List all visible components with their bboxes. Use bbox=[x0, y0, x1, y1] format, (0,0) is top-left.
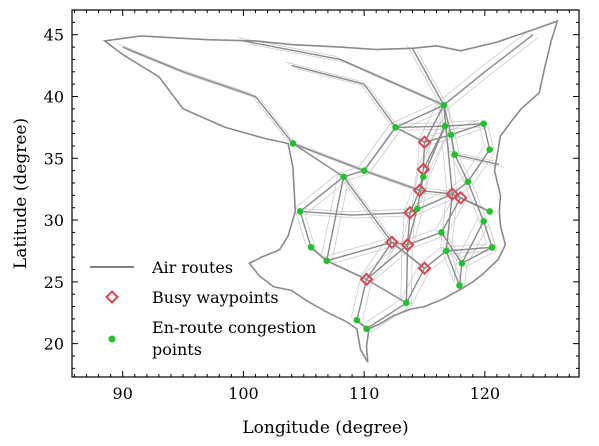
congestion-point-marker bbox=[447, 131, 455, 139]
air-route-faint bbox=[304, 126, 495, 215]
congestion-point-marker bbox=[441, 122, 449, 130]
air-route-faint bbox=[294, 207, 402, 300]
congestion-point-marker bbox=[353, 316, 361, 324]
air-route-faint bbox=[294, 120, 485, 209]
legend-swatch-congestion-points bbox=[108, 335, 116, 343]
congestion-point-marker bbox=[464, 178, 472, 186]
busy-waypoint-marker bbox=[384, 235, 399, 250]
air-route bbox=[454, 153, 500, 166]
busy-waypoint-marker bbox=[412, 183, 427, 198]
y-tick-label: 30 bbox=[44, 211, 64, 230]
y-tick-label: 40 bbox=[44, 87, 64, 106]
air-route-faint bbox=[304, 214, 412, 307]
air-route-faint bbox=[320, 173, 339, 258]
congestion-point-marker bbox=[456, 282, 463, 289]
legend-label-busy-waypoints: Busy waypoints bbox=[152, 288, 279, 307]
air-route bbox=[292, 142, 393, 321]
congestion-point-marker bbox=[458, 260, 466, 267]
y-tick-label: 25 bbox=[44, 273, 64, 292]
congestion-point-marker bbox=[289, 140, 297, 147]
congestion-point-marker bbox=[340, 173, 347, 181]
congestion-point-marker bbox=[486, 146, 493, 153]
air-route bbox=[122, 46, 294, 144]
y-axis-label: Latitude (degree) bbox=[11, 118, 31, 269]
tick-labels: 90 100 110 120 20 25 30 35 40 45 bbox=[44, 26, 500, 403]
air-route-faint bbox=[248, 43, 449, 109]
axis-ticks bbox=[72, 9, 579, 377]
congestion-point-marker bbox=[323, 257, 331, 265]
busy-waypoint-marker bbox=[403, 205, 417, 220]
air-route bbox=[411, 47, 461, 286]
air-route-faint bbox=[448, 37, 539, 109]
air-route-faint bbox=[296, 68, 401, 131]
congestion-point-marker bbox=[442, 247, 450, 255]
air-route-outline bbox=[102, 19, 559, 363]
busy-waypoint-marker bbox=[453, 190, 468, 205]
air-route-faint bbox=[287, 101, 439, 168]
air-route bbox=[440, 221, 493, 264]
y-tick-label: 20 bbox=[44, 335, 64, 354]
air-route-faint bbox=[297, 146, 398, 324]
congestion-point-marker bbox=[480, 120, 487, 127]
air-route-faint bbox=[331, 179, 349, 264]
air-route bbox=[356, 267, 426, 330]
busy-waypoint-marker bbox=[359, 272, 374, 287]
air-route-faint bbox=[360, 122, 440, 277]
air-routes-network bbox=[102, 19, 559, 363]
x-tick-label: 100 bbox=[228, 384, 259, 403]
legend-label-congestion-line1: En-route congestion bbox=[152, 318, 316, 337]
y-tick-label: 35 bbox=[44, 149, 64, 168]
legend-label-air-routes: Air routes bbox=[151, 258, 233, 277]
congestion-point-marker bbox=[440, 101, 448, 109]
air-route bbox=[299, 123, 491, 212]
x-tick-label: 110 bbox=[349, 384, 380, 403]
legend: Air routes Busy waypoints En-route conge… bbox=[90, 258, 316, 359]
x-axis-label: Longitude (degree) bbox=[242, 418, 408, 438]
busy-waypoint-marker bbox=[417, 261, 432, 276]
congestion-point-marker bbox=[296, 208, 304, 215]
y-tick-label: 45 bbox=[44, 26, 64, 45]
x-tick-label: 120 bbox=[470, 384, 501, 403]
congestion-point-marker bbox=[451, 151, 458, 158]
busy-waypoint-marker bbox=[400, 237, 415, 252]
air-route bbox=[395, 123, 484, 143]
congestion-point-marker bbox=[486, 208, 493, 215]
air-route-faint bbox=[371, 128, 451, 283]
legend-swatch-busy-waypoints bbox=[105, 290, 119, 304]
congestion-point-marker bbox=[307, 243, 315, 251]
congestion-point-marker bbox=[488, 243, 496, 251]
air-route-faint bbox=[117, 43, 288, 141]
congestion-point-marker bbox=[480, 218, 487, 225]
busy-waypoint-marker bbox=[445, 187, 460, 202]
air-route bbox=[443, 34, 534, 106]
air-route bbox=[292, 104, 445, 172]
congestion-point-marker bbox=[438, 229, 445, 236]
congestion-point-marker bbox=[363, 325, 370, 333]
air-route bbox=[326, 176, 345, 261]
chart-marks bbox=[289, 101, 496, 333]
busy-waypoint-marker bbox=[417, 135, 432, 150]
air-route bbox=[299, 211, 407, 304]
air-route-faint bbox=[406, 44, 455, 283]
air-route-faint bbox=[237, 37, 439, 103]
air-route-faint bbox=[286, 61, 391, 125]
congestion-point-marker bbox=[392, 124, 399, 131]
air-route-faint bbox=[459, 157, 505, 168]
plot-frame bbox=[71, 9, 580, 378]
air-route-faint bbox=[287, 139, 387, 317]
air-route-faint bbox=[127, 49, 299, 147]
x-tick-label: 90 bbox=[113, 384, 133, 403]
air-route-faint bbox=[438, 31, 528, 103]
air-route bbox=[291, 64, 397, 128]
congestion-point-marker bbox=[403, 299, 410, 307]
congestion-point-marker bbox=[360, 167, 368, 174]
air-route bbox=[243, 40, 445, 106]
congestion-point-marker bbox=[419, 173, 427, 181]
legend-label-congestion-line2: points bbox=[152, 340, 202, 359]
congestion-point-marker bbox=[413, 205, 421, 213]
